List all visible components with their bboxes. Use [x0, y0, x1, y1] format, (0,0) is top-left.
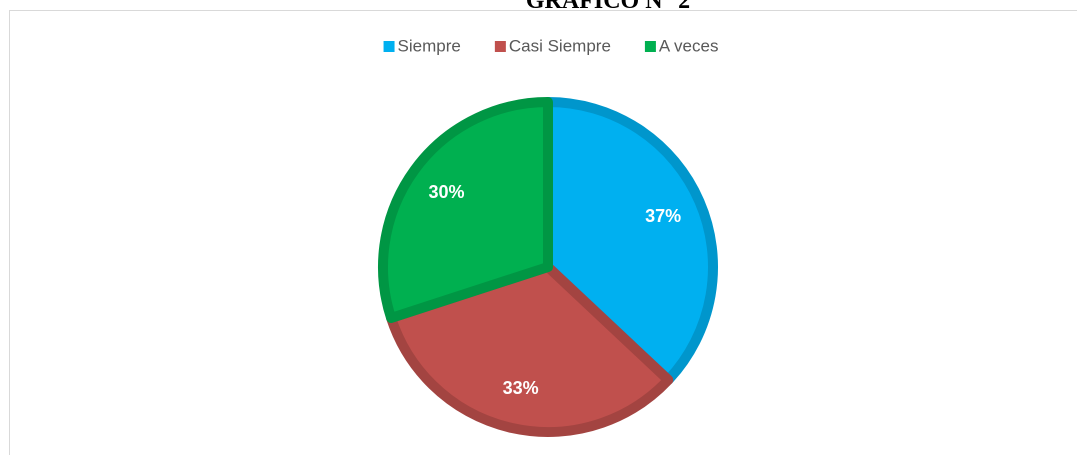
legend-swatch [383, 41, 395, 52]
chart-title: GRÁFICO N° 2 [526, 0, 690, 14]
legend-label: A veces [659, 36, 719, 55]
legend-swatch [644, 41, 656, 52]
legend-label: Casi Siempre [509, 36, 611, 55]
legend-label: Siempre [398, 36, 461, 55]
pie-slice [378, 97, 553, 323]
legend-swatch [494, 41, 506, 52]
pie-slice [386, 262, 674, 437]
data-label: 30% [429, 182, 465, 202]
data-label: 37% [645, 206, 681, 226]
data-label: 33% [503, 378, 539, 398]
pie-slice [543, 97, 718, 385]
